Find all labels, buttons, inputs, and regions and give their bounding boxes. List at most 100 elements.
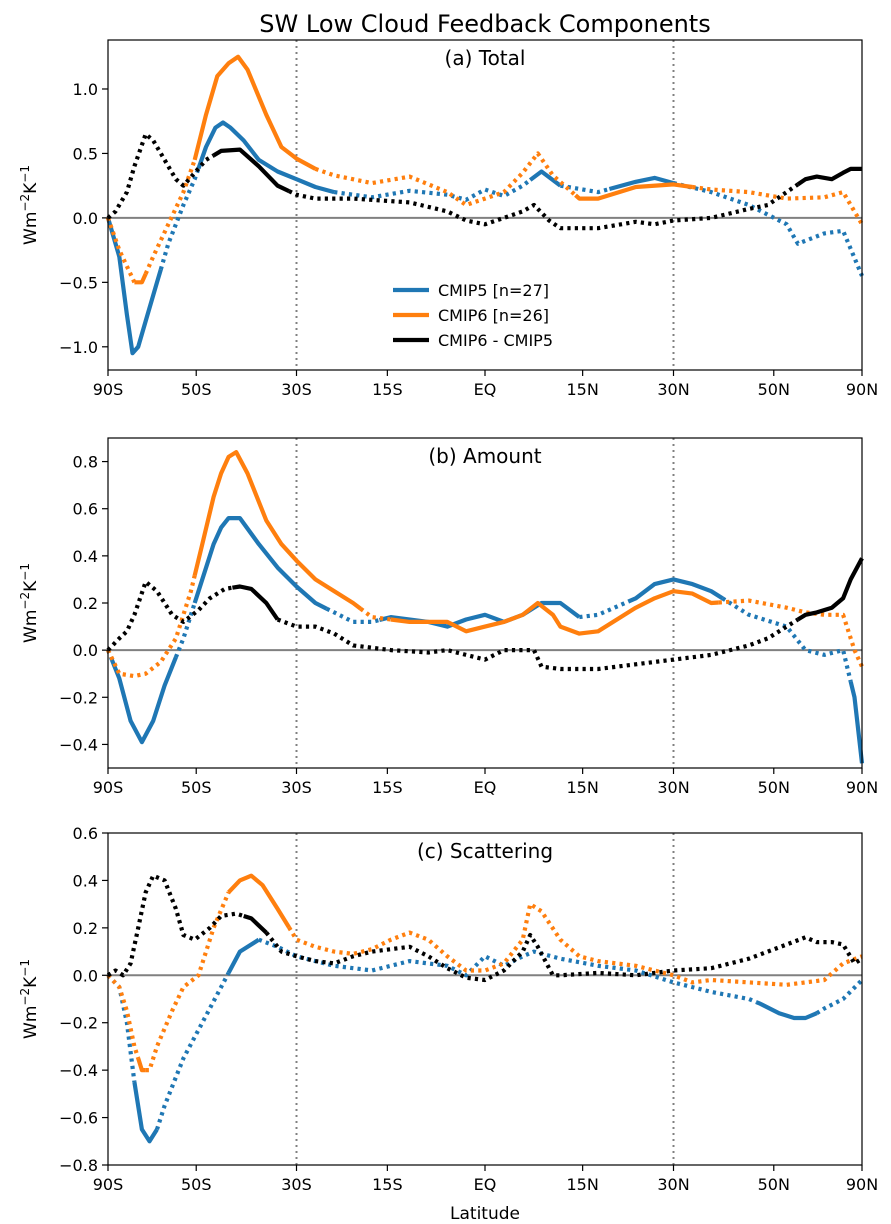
y-tick-label: 0.6	[73, 500, 98, 519]
y-tick-label: 0.6	[73, 824, 98, 843]
series-line-cmip5	[673, 181, 864, 277]
y-axis-label-exponent: −2	[18, 988, 32, 1006]
x-tick-label: EQ	[474, 380, 497, 399]
series-line-diff	[264, 931, 864, 983]
y-tick-label: −0.4	[59, 1061, 98, 1080]
series-line-diff	[106, 579, 233, 652]
series-line-cmip5	[755, 1000, 818, 1021]
series-line-cmip5	[721, 596, 853, 683]
x-tick-label: 50S	[181, 380, 212, 399]
x-tick-label: 50N	[758, 778, 790, 797]
series-line-diff	[288, 182, 800, 231]
series-line-cmip6	[227, 873, 291, 929]
y-tick-label: 0.0	[73, 966, 98, 985]
series-line-diff	[212, 147, 290, 193]
plot-frame	[107, 437, 863, 769]
series-line-cmip5	[105, 217, 163, 356]
y-tick-label: −0.6	[59, 1109, 98, 1128]
y-tick-label: 0.4	[73, 871, 98, 890]
x-tick-label: 30S	[281, 778, 312, 797]
y-axis-label-exponent: −1	[18, 165, 32, 183]
series-line-diff	[796, 166, 862, 187]
series-line-diff	[106, 873, 245, 978]
x-tick-label: 50S	[181, 778, 212, 797]
x-tick-label: 15S	[372, 1175, 403, 1194]
series-line-diff	[232, 584, 280, 621]
panel-title: (c) Scattering	[417, 839, 553, 863]
series-line-cmip6	[106, 575, 197, 679]
series-line-cmip5	[155, 971, 231, 1131]
y-tick-label: −0.2	[59, 688, 98, 707]
legend-label: CMIP6 - CMIP5	[438, 331, 553, 350]
y-tick-label: −0.4	[59, 735, 98, 754]
series-line-cmip5	[528, 169, 562, 188]
series-line-cmip5	[226, 937, 260, 974]
y-tick-label: 0.4	[73, 547, 98, 566]
x-tick-label: 90N	[846, 1175, 878, 1194]
series-line-cmip6	[314, 151, 577, 208]
y-tick-label: −0.5	[59, 273, 98, 292]
y-axis-label-exponent: −1	[18, 959, 32, 977]
y-tick-label: 0.0	[73, 641, 98, 660]
series-line-cmip6	[192, 54, 317, 171]
legend-label: CMIP6 [n=26]	[438, 306, 549, 325]
x-tick-label: 15N	[566, 380, 598, 399]
series-line-cmip6	[287, 902, 863, 987]
series-line-diff	[106, 132, 215, 220]
x-tick-label: 30N	[657, 778, 689, 797]
panel-title: (b) Amount	[428, 444, 541, 468]
y-axis-label-exponent: −2	[18, 194, 32, 212]
series-line-diff	[276, 617, 800, 672]
series-line-cmip5	[192, 516, 328, 611]
x-tick-label: 90N	[846, 778, 878, 797]
panels: −1.0 −0.5 0.0 0.5 1.0 90S 50S 30S 15S EQ 15N 30N 50N…	[18, 39, 878, 1194]
x-tick-label: 90S	[93, 380, 124, 399]
series-line-cmip6	[390, 589, 719, 636]
y-tick-label: 0.8	[73, 453, 98, 472]
y-tick-label: 0.2	[73, 594, 98, 613]
series-line-cmip5	[173, 602, 197, 658]
series-line-cmip5	[608, 175, 675, 192]
y-axis-label: Wm−2K−1	[18, 165, 41, 245]
x-tick-label: EQ	[474, 778, 497, 797]
series-line-cmip5	[258, 937, 758, 1005]
y-axis-label-exponent: −2	[18, 592, 32, 610]
x-tick-label: 30N	[657, 1175, 689, 1194]
y-axis-label-unit: Wm	[21, 1006, 41, 1039]
y-tick-label: 0.5	[73, 144, 98, 163]
x-tick-label: 50N	[758, 1175, 790, 1194]
series-line-cmip6	[145, 891, 231, 1073]
y-tick-label: −0.2	[59, 1014, 98, 1033]
x-tick-label: 30S	[281, 380, 312, 399]
x-tick-label: EQ	[474, 1175, 497, 1194]
series-line-cmip6	[134, 272, 148, 285]
y-axis-label-unit: Wm	[21, 212, 41, 245]
series-line-cmip6	[106, 973, 141, 1059]
y-axis-label: Wm−2K−1	[18, 959, 41, 1039]
x-tick-label: 30N	[657, 380, 689, 399]
x-tick-label: 90S	[93, 1175, 124, 1194]
x-tick-label: 15S	[372, 380, 403, 399]
panel-c: −0.8 −0.6 −0.4 −0.2 0.0 0.2 0.4 0.6 90S 50S 30S 15S…	[18, 824, 878, 1194]
x-tick-label: 90S	[93, 778, 124, 797]
y-tick-label: −0.8	[59, 1156, 98, 1175]
legend-label: CMIP5 [n=27]	[438, 281, 549, 300]
series-line-cmip6	[192, 450, 362, 611]
figure-title: SW Low Cloud Feedback Components	[259, 10, 710, 38]
x-tick-label: 50N	[758, 380, 790, 399]
x-tick-label: 50S	[181, 1175, 212, 1194]
series-line-cmip5	[333, 178, 532, 202]
x-axis-label: Latitude	[450, 1204, 520, 1224]
plot-frame	[107, 832, 863, 1166]
y-tick-label: −1.0	[59, 338, 98, 357]
x-tick-label: 15N	[566, 778, 598, 797]
series-line-cmip5	[196, 120, 335, 195]
x-tick-label: 30S	[281, 1175, 312, 1194]
series-line-cmip5	[109, 656, 178, 745]
y-axis-label-unit: Wm	[21, 610, 41, 643]
series-line-cmip6	[574, 182, 693, 201]
series-line-cmip5	[560, 183, 610, 195]
y-axis-label-exponent: −1	[18, 563, 32, 581]
legend: CMIP5 [n=27] CMIP6 [n=26] CMIP6 - CMIP5	[393, 281, 553, 350]
